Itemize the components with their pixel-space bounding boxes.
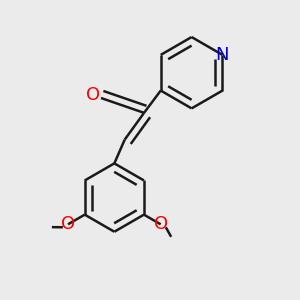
Text: N: N (216, 46, 229, 64)
Text: O: O (154, 215, 168, 233)
Text: O: O (86, 86, 100, 104)
Text: O: O (61, 215, 75, 233)
